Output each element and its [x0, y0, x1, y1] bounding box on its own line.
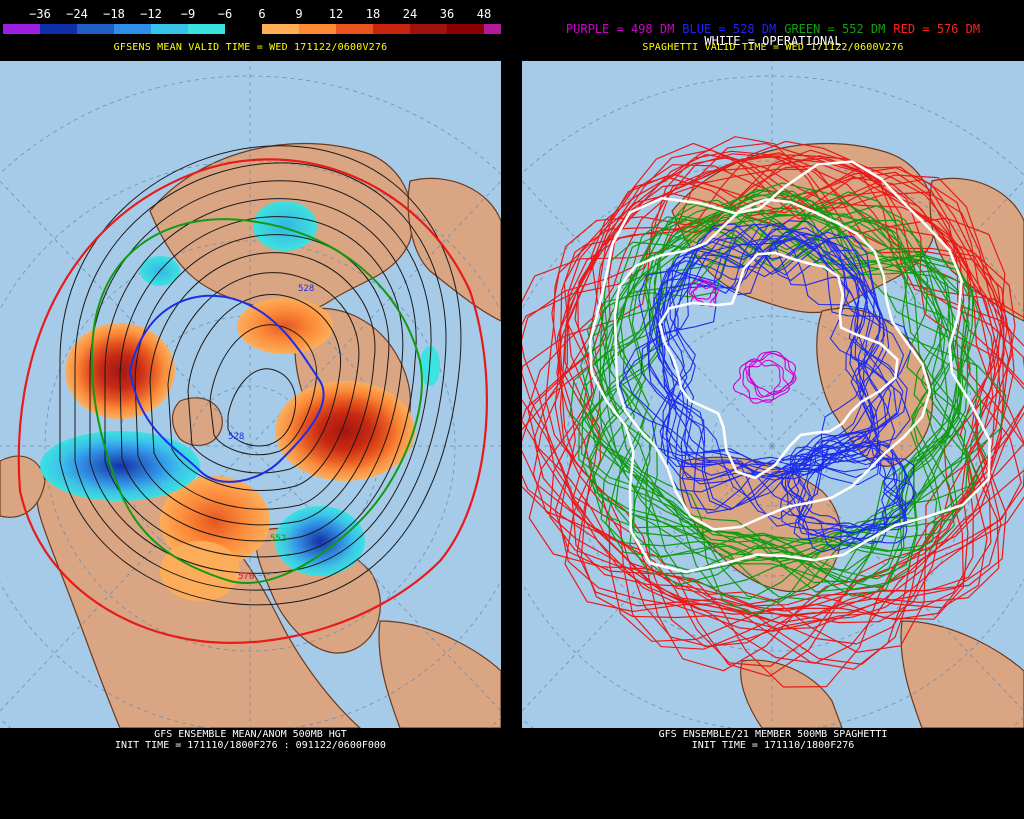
- spaghetti-map-graphic: [522, 61, 1024, 728]
- spaghetti-panel: PURPLE = 498 DM BLUE = 528 DM GREEN = 552 …: [522, 0, 1024, 819]
- legend-label: 18: [365, 7, 381, 21]
- legend-label: −24: [66, 7, 88, 21]
- spaghetti-blue-line: [658, 220, 892, 476]
- legend-swatch: [114, 24, 151, 34]
- spaghetti-green-line: [600, 215, 946, 561]
- contour-label-528-a: 528: [298, 284, 314, 294]
- legend-swatch: [299, 24, 336, 34]
- legend-label: 24: [402, 7, 418, 21]
- spaghetti-blue-line: [660, 237, 881, 476]
- spaghetti-blue-line: [787, 441, 908, 541]
- legend-label: 12: [328, 7, 344, 21]
- spaghetti-blue-line: [779, 433, 898, 532]
- legend-label: −9: [180, 7, 196, 21]
- legend-label: 9: [295, 7, 303, 21]
- legend-swatch: [3, 24, 40, 34]
- spaghetti-red-line: [533, 155, 1005, 645]
- legend-swatch: [447, 24, 484, 34]
- spaghetti-498-contours: [688, 278, 797, 404]
- spaghetti-blue-line: [780, 431, 915, 541]
- legend-label: −18: [103, 7, 125, 21]
- spaghetti-blue-line: [655, 227, 887, 481]
- spaghetti-purple-line: [744, 351, 795, 398]
- anomaly-color-legend: [3, 24, 521, 34]
- spaghetti-green-line: [589, 205, 960, 580]
- legend-swatch: [151, 24, 188, 34]
- operational-legend: WHITE = OPERATIONAL: [704, 34, 842, 48]
- legend-swatch: [77, 24, 114, 34]
- spaghetti-purple-line: [732, 358, 781, 403]
- right-footer-init: INIT TIME = 171110/1800F276: [691, 740, 855, 751]
- mean-anomaly-map-graphic: 528 528 576 552: [0, 61, 501, 728]
- contour-label-528-b: 528: [228, 432, 244, 442]
- spaghetti-legend-item: RED = 576 DM: [893, 22, 981, 36]
- legend-swatch: [373, 24, 410, 34]
- legend-label: 48: [476, 7, 492, 21]
- spaghetti-purple-line: [742, 359, 790, 404]
- legend-label: −12: [140, 7, 162, 21]
- spaghetti-blue-line: [647, 237, 880, 493]
- legend-swatch: [262, 24, 299, 34]
- spaghetti-purple-line: [690, 284, 717, 307]
- spaghetti-528-contours: [619, 220, 917, 553]
- legend-swatch: [188, 24, 225, 34]
- spaghetti-red-line: [556, 176, 1002, 630]
- spaghetti-blue-line: [666, 238, 896, 485]
- right-footer-title: GFS ENSEMBLE/21 MEMBER 500MB SPAGHETTI: [658, 729, 888, 740]
- panel-divider: [501, 0, 522, 819]
- spaghetti-blue-line: [784, 449, 908, 553]
- spaghetti-purple-line: [690, 281, 719, 306]
- contour-labels: 528 528 576 552: [228, 284, 314, 582]
- spaghetti-red-line: [554, 155, 1024, 650]
- spaghetti-legend-item: BLUE = 528 DM: [682, 22, 777, 36]
- 576-contour: [17, 158, 488, 644]
- spaghetti-purple-line: [688, 278, 715, 300]
- legend-label: 6: [258, 7, 266, 21]
- 528-contour: [128, 294, 325, 483]
- legend-label: −6: [217, 7, 233, 21]
- spaghetti-red-line: [551, 140, 1024, 648]
- spaghetti-green-line: [588, 210, 962, 589]
- right-valid-time: SPAGHETTI VALID TIME = WED 171122/0600V2…: [642, 42, 904, 53]
- ensemble-mean-panel: −36 −24 −18 −12 −9 −6 6 9 12 18 24 36 48 GFSENS MEAN…: [0, 0, 521, 819]
- spaghetti-blue-line: [797, 439, 906, 529]
- legend-swatch: [225, 24, 262, 34]
- 552-contour: [90, 218, 423, 584]
- spaghetti-blue-line: [651, 223, 885, 478]
- contour-label-552: 552: [270, 534, 286, 544]
- legend-label: −36: [29, 7, 51, 21]
- spaghetti-blue-line: [619, 223, 876, 508]
- operational-contours: [588, 160, 992, 574]
- spaghetti-red-line: [559, 164, 1024, 648]
- spaghetti-green-line: [581, 193, 970, 584]
- spaghetti-legend-item: PURPLE = 498 DM: [565, 22, 675, 36]
- spaghetti-legend: PURPLE = 498 DM BLUE = 528 DM GREEN = 552 …: [522, 22, 1024, 36]
- ensemble-mean-map: 528 528 576 552: [0, 61, 501, 728]
- spaghetti-red-line: [522, 136, 1006, 653]
- spaghetti-green-line: [605, 216, 955, 563]
- spaghetti-blue-line: [787, 435, 907, 536]
- spaghetti-map: [522, 61, 1024, 728]
- spaghetti-blue-line: [780, 446, 898, 544]
- left-footer-title: GFS ENSEMBLE MEAN/ANOM 500MB HGT: [154, 729, 347, 740]
- spaghetti-red-line: [522, 157, 1024, 688]
- contour-label-576: 576: [238, 572, 254, 582]
- left-footer-init: INIT TIME = 171110/1800F276 : 091122/060…: [115, 740, 386, 751]
- height-contours: [59, 145, 462, 606]
- operational-576-line: [588, 160, 992, 574]
- legend-swatch: [410, 24, 447, 34]
- spaghetti-legend-item: GREEN = 552 DM: [784, 22, 886, 36]
- operational-528-line: [658, 251, 899, 480]
- left-valid-time: GFSENS MEAN VALID TIME = WED 171122/0600…: [113, 42, 388, 53]
- legend-swatch: [40, 24, 77, 34]
- legend-label: 36: [439, 7, 455, 21]
- spaghetti-red-line: [549, 153, 1009, 621]
- legend-swatch: [336, 24, 373, 34]
- operational-552-line: [613, 198, 932, 531]
